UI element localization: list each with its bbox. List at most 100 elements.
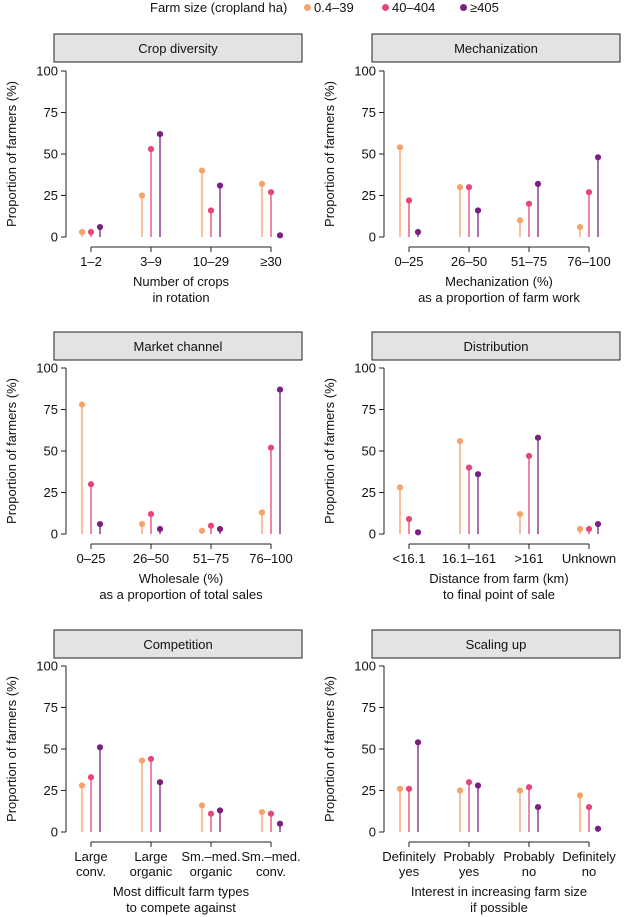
y-tick-label: 25 xyxy=(362,188,376,203)
lollipop-point xyxy=(456,437,464,445)
legend-label: 40–404 xyxy=(392,0,436,15)
lollipop-point xyxy=(87,481,95,488)
lollipop-point xyxy=(78,401,86,408)
chart-panel: Competition 0 25 50 75 100 Proportion of farme… xyxy=(4,629,303,915)
x-tick-label: Sm.–med. xyxy=(241,849,300,864)
y-tick-label: 0 xyxy=(369,230,376,245)
y-tick-label: 75 xyxy=(362,105,376,120)
y-tick-label: 25 xyxy=(362,485,376,500)
x-axis-label: as a proportion of total sales xyxy=(99,587,263,602)
lollipop-point xyxy=(216,807,224,814)
x-tick-label: 3–9 xyxy=(140,254,162,269)
legend-item-large: ≥405 xyxy=(460,0,499,15)
x-tick-label: Definitely xyxy=(562,849,616,864)
y-axis-label: Proportion of farmers (%) xyxy=(4,676,19,822)
lollipop-point xyxy=(147,510,155,518)
y-tick-label: 50 xyxy=(44,742,58,757)
lollipop-point xyxy=(198,167,206,174)
lollipop-point xyxy=(96,744,104,751)
lollipop-point xyxy=(585,189,593,196)
y-tick-label: 50 xyxy=(362,444,376,459)
y-tick-label: 75 xyxy=(362,700,376,715)
lollipop-point xyxy=(276,820,284,827)
x-tick-label: Large xyxy=(74,849,107,864)
lollipop-point xyxy=(78,782,86,789)
chart-panel: Scaling up 0 25 50 75 100 Proportion of farmer… xyxy=(322,629,621,915)
y-tick-label: 100 xyxy=(354,659,376,674)
x-axis-label: Number of crops xyxy=(133,274,230,289)
lollipop-point xyxy=(267,444,275,451)
lollipop-point xyxy=(414,228,422,236)
lollipop-point xyxy=(405,197,413,204)
x-tick-label: no xyxy=(582,864,596,879)
lollipop-point xyxy=(594,825,602,832)
chart-panel: Mechanization 0 25 50 75 100 Proportion of far… xyxy=(322,33,621,305)
lollipop-point xyxy=(258,180,266,187)
legend-item-medium: 40–404 xyxy=(382,0,435,15)
y-tick-label: 25 xyxy=(362,783,376,798)
lollipop-point xyxy=(258,509,266,516)
lollipop-point xyxy=(207,522,215,529)
lollipop-point xyxy=(525,452,533,460)
lollipop-point xyxy=(258,808,266,816)
y-axis-label: Proportion of farmers (%) xyxy=(4,81,19,227)
lollipop-point xyxy=(147,755,155,763)
lollipop-point xyxy=(156,779,164,786)
lollipop-point xyxy=(156,525,164,533)
x-tick-label: yes xyxy=(399,864,420,879)
x-tick-label: 76–100 xyxy=(567,254,610,269)
x-axis-label: Wholesale (%) xyxy=(139,571,224,586)
lollipop-point xyxy=(585,804,593,811)
x-tick-label: 51–75 xyxy=(193,551,229,566)
y-tick-label: 100 xyxy=(36,659,58,674)
lollipop-point xyxy=(96,223,104,231)
lollipop-point xyxy=(276,386,284,393)
lollipop-point xyxy=(516,217,524,224)
y-tick-label: 50 xyxy=(44,147,58,162)
x-tick-label: no xyxy=(522,864,536,879)
x-tick-label: 76–100 xyxy=(249,551,292,566)
lollipop-point xyxy=(396,144,404,151)
chart-panel: Market channel 0 25 50 75 100 Proportion of fa… xyxy=(4,331,303,602)
lollipop-point xyxy=(138,192,146,199)
y-tick-label: 50 xyxy=(362,147,376,162)
y-tick-label: 0 xyxy=(51,527,58,542)
lollipop-point xyxy=(87,774,95,781)
x-tick-label: organic xyxy=(190,864,233,879)
x-axis-label: in rotation xyxy=(152,290,209,305)
lollipop-point xyxy=(525,200,533,207)
lollipop-point xyxy=(576,223,584,231)
x-tick-label: Definitely xyxy=(382,849,436,864)
lollipop-point xyxy=(396,484,404,491)
y-tick-label: 75 xyxy=(44,105,58,120)
lollipop-point xyxy=(465,779,473,786)
lollipop-point xyxy=(147,145,155,153)
chart-panel: Distribution 0 25 50 75 100 Proportion of farm… xyxy=(322,331,621,602)
lollipop-point xyxy=(456,787,464,794)
lollipop-point xyxy=(465,184,473,191)
x-tick-label: 26–50 xyxy=(451,254,487,269)
y-tick-label: 100 xyxy=(354,64,376,79)
lollipop-point xyxy=(138,520,146,528)
panel-header xyxy=(53,331,303,361)
x-axis-label: as a proportion of farm work xyxy=(418,290,580,305)
lollipop-point xyxy=(474,782,482,789)
x-tick-label: Probably xyxy=(503,849,555,864)
x-tick-label: Large xyxy=(134,849,167,864)
y-tick-label: 50 xyxy=(44,444,58,459)
y-tick-label: 50 xyxy=(362,742,376,757)
legend-marker-icon xyxy=(382,4,389,11)
lollipop-point xyxy=(405,515,413,523)
panel-header xyxy=(371,629,621,659)
legend-label: 0.4–39 xyxy=(314,0,354,15)
lollipop-point xyxy=(87,228,95,236)
y-axis-label: Proportion of farmers (%) xyxy=(322,378,337,524)
chart-panel: Crop diversity 0 25 50 75 100 Proportion of fa… xyxy=(4,33,303,305)
y-tick-label: 100 xyxy=(36,361,58,376)
y-tick-label: 100 xyxy=(36,64,58,79)
lollipop-point xyxy=(576,792,584,799)
x-tick-label: 0–25 xyxy=(395,254,424,269)
x-tick-label: conv. xyxy=(76,864,106,879)
lollipop-point xyxy=(276,232,284,239)
